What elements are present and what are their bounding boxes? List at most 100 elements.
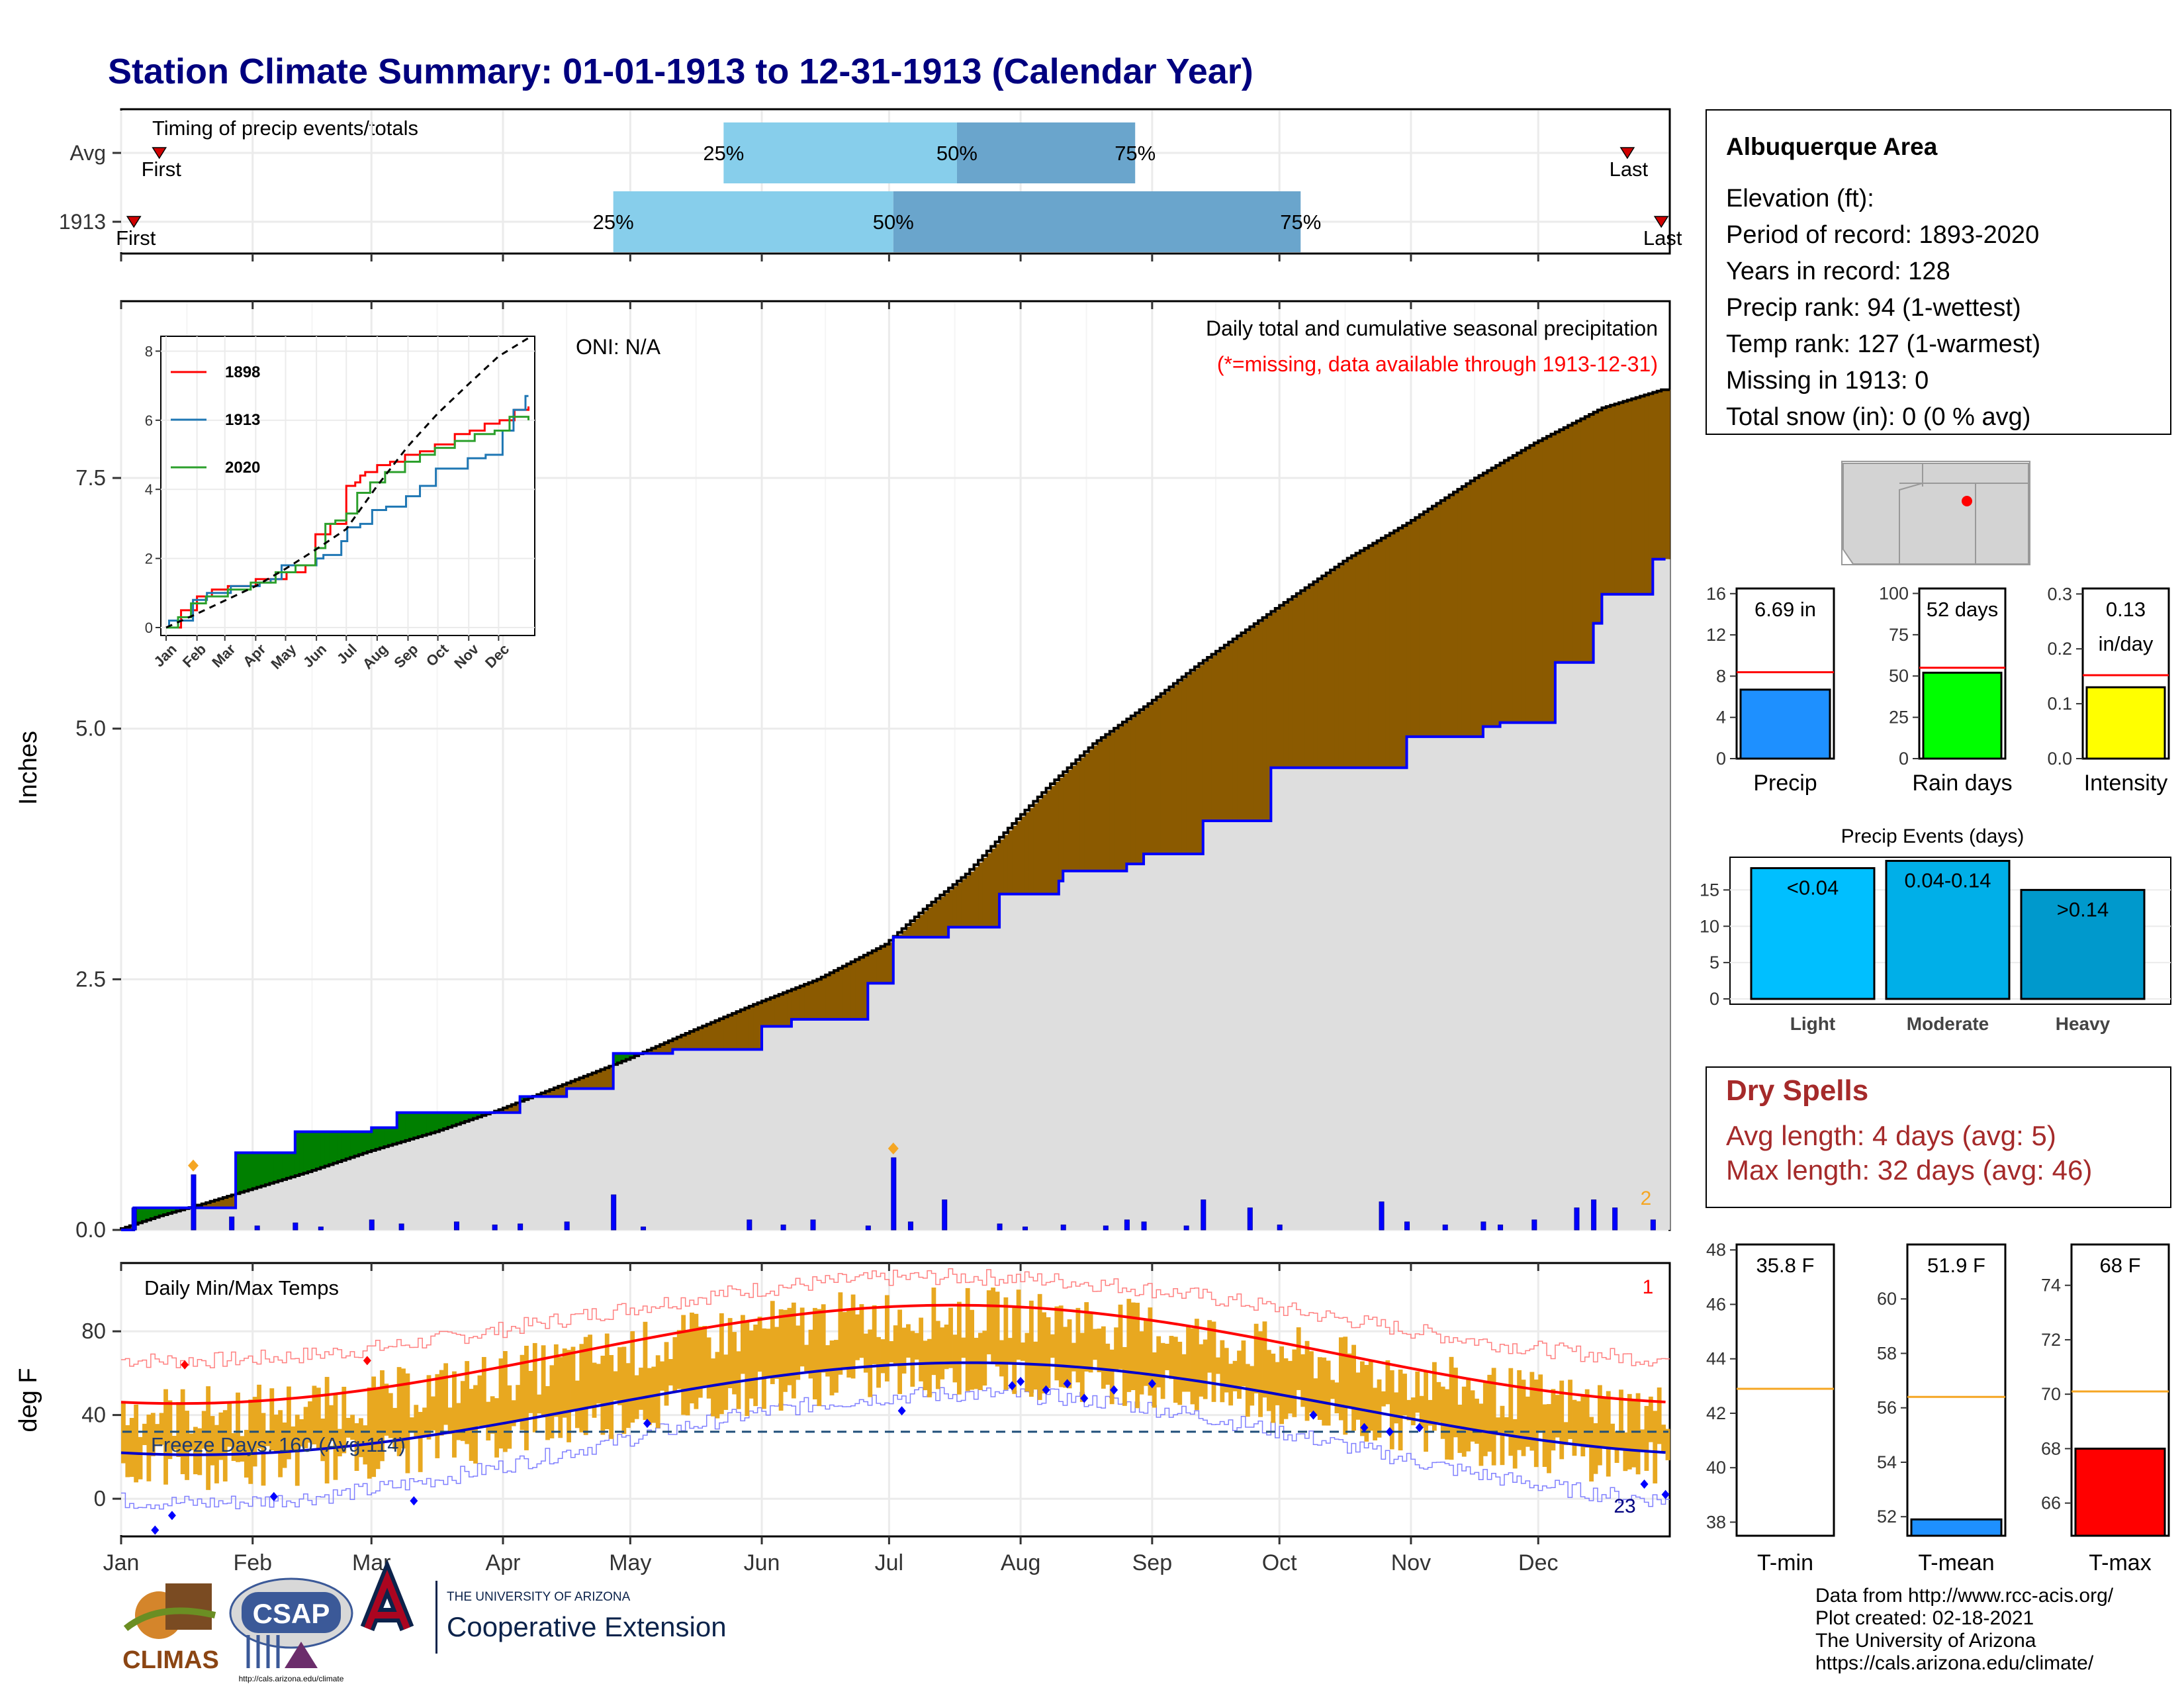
daily-temp-bar [1368,1360,1373,1431]
precip-base-segment [1496,726,1501,1230]
inset-y-tick-label: 8 [145,343,153,359]
temp-tmax-mean-line [120,1303,1666,1405]
record-low-marker [1080,1393,1089,1403]
footer-line: Data from http://www.rcc-acis.org/ [1815,1585,2114,1607]
precip-diff-segment [1300,592,1306,768]
precip-base-segment [694,1049,699,1230]
precip-base-segment [923,937,928,1230]
precip-diff-segment [901,930,907,937]
daily-temp-bar [1593,1423,1598,1474]
precip-base-segment [897,937,903,1230]
precip-diff-segment [1347,559,1352,768]
daily-temp-bar [906,1324,911,1358]
precip-base-segment [1389,767,1394,1230]
precip-diff-segment [1593,413,1598,624]
daily-precip-bar [1060,1224,1066,1231]
daily-temp-bar [982,1331,987,1386]
events-y-tick-label: 5 [1709,953,1719,972]
daily-temp-bar [1199,1344,1204,1397]
precip-diff-segment [711,1023,716,1050]
precip-diff-segment [511,1105,516,1113]
precip-diff-segment [1479,477,1484,737]
precip-base-segment [690,1049,695,1230]
precip-base-segment [422,1136,428,1230]
footer-line: https://cals.arizona.edu/climate/ [1815,1652,2094,1674]
daily-temp-bar [439,1370,444,1436]
daily-temp-bar [456,1403,461,1440]
precip-diff-segment [171,1207,177,1213]
daily-precip-bar [942,1199,948,1231]
precip-base-segment [596,1088,602,1230]
precip-diff-segment [1126,720,1132,865]
timing-pct-label: 50% [936,142,978,165]
inset-series-line-1913 [166,395,529,629]
daily-temp-bar [1042,1312,1046,1393]
daily-temp-bar [855,1314,860,1360]
station-name: Albuquerque Area [1726,133,1938,160]
precip-base-segment [1538,722,1543,1230]
precip-diff-segment [787,992,792,1027]
precip-diff-segment [460,1112,465,1124]
daily-temp-bar [316,1387,321,1450]
daily-precip-bar [398,1223,404,1231]
precip-diff-segment [723,1017,729,1050]
compare-value-bar [2085,686,2166,760]
precip-y-label: Inches [15,731,42,805]
events-y-tick-label: 10 [1700,916,1719,936]
daily-precip-bar [1480,1221,1486,1231]
daily-temp-bar [350,1415,355,1440]
precip-diff-segment [337,1131,342,1163]
daily-temp-bar [176,1402,181,1457]
precip-base-segment [1551,722,1556,1230]
daily-temp-bar [431,1396,435,1430]
precip-base-segment [676,1049,682,1230]
daily-temp-bar [210,1416,215,1466]
precip-base-segment [558,1096,563,1230]
precip-base-segment [1037,894,1042,1230]
precip-base-segment [278,1181,283,1230]
precip-base-segment [299,1175,304,1230]
daily-temp-bar [1419,1395,1424,1429]
precip-diff-segment [783,993,788,1027]
precip-base-segment [375,1150,381,1230]
precip-diff-segment [940,896,945,937]
precip-diff-segment [1598,411,1603,624]
precip-base-segment [609,1088,614,1230]
inset-series-line-2020 [166,416,529,629]
compare-y-tick-label: 54 [1877,1452,1897,1472]
precip-base-segment [1135,864,1140,1230]
temp-max-count: 1 [1643,1276,1654,1298]
precip-diff-segment [1368,547,1373,768]
daily-precip-bar [1247,1207,1253,1231]
precip-base-segment [405,1141,410,1230]
precip-base-segment [778,1026,784,1230]
daily-temp-bar [1351,1344,1356,1431]
precip-base-segment [762,1026,767,1230]
precip-base-segment [770,1026,775,1230]
daily-temp-bar [766,1329,771,1378]
daily-temp-bar [481,1356,486,1426]
timing-bar-25-50 [613,191,893,252]
precip-base-segment [821,1019,826,1230]
precip-base-segment [715,1049,720,1230]
daily-temp-bar [1457,1404,1463,1453]
precip-base-segment [1271,767,1276,1230]
precip-diff-segment [1207,659,1212,821]
precip-base-segment [185,1209,190,1230]
precip-diff-segment [880,947,886,984]
daily-temp-bar [384,1383,389,1436]
precip-diff-segment [231,1196,236,1208]
precip-base-segment [1190,854,1195,1230]
precip-diff-segment [914,919,919,937]
precip-diff-segment [206,1203,211,1208]
precip-diff-segment [621,1053,627,1062]
daily-temp-bar [1504,1417,1509,1435]
precip-diff-segment [1216,653,1221,821]
precip-diff-segment [1114,729,1119,871]
daily-temp-bar [991,1288,996,1364]
daily-temp-bar [1559,1380,1565,1460]
daily-temp-bar [558,1357,563,1438]
precip-base-segment [1351,767,1357,1230]
precip-base-segment [537,1096,542,1230]
precip-diff-segment [1228,643,1234,821]
